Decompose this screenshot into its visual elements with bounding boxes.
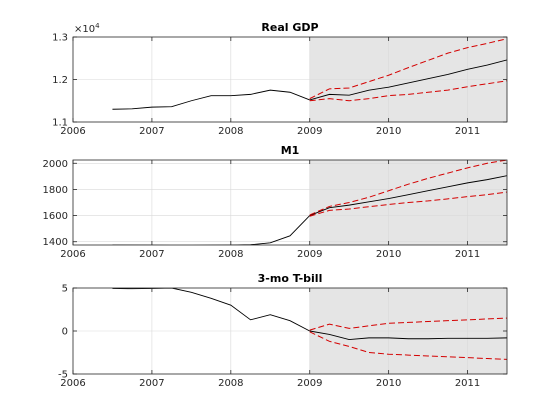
y-tick-label: 1600	[43, 211, 68, 222]
subplot-title: 3-mo T-bill	[258, 272, 323, 285]
x-tick-label: 2009	[297, 126, 322, 137]
x-tick-label: 2006	[60, 249, 85, 260]
x-tick-label: 2009	[297, 378, 322, 389]
series-line-lower	[309, 331, 507, 360]
y-tick-label: 5	[62, 284, 68, 295]
series-line-upper	[309, 38, 507, 100]
series-line-upper	[309, 317, 507, 331]
y-tick-label: 1.1	[52, 118, 68, 129]
y-exponent-label: ×104	[74, 22, 100, 35]
x-tick-label: 2008	[218, 378, 243, 389]
x-tick-label: 2010	[376, 378, 401, 389]
y-tick-label: 2000	[43, 159, 68, 170]
y-tick-label: 1.3	[52, 33, 68, 44]
series-line-observed	[112, 89, 310, 110]
y-tick-label: 0	[62, 327, 68, 338]
x-tick-label: 2006	[60, 126, 85, 137]
x-tick-label: 2010	[376, 249, 401, 260]
series-line-observed	[112, 288, 310, 332]
series-line-forecast	[309, 175, 507, 216]
x-tick-label: 2009	[297, 249, 322, 260]
x-tick-label: 2007	[139, 378, 164, 389]
series-line-upper	[309, 160, 507, 216]
series-line-forecast	[309, 59, 507, 101]
series-line-lower	[309, 191, 507, 217]
subplot-title: Real GDP	[261, 21, 318, 34]
x-tick-label: 2011	[455, 249, 480, 260]
subplot-2: 2006 2007 2008 2009 2010 2011 1400 1600 1800 2000…	[43, 144, 508, 260]
series-line-forecast	[309, 330, 507, 341]
y-tick-label: 1800	[43, 185, 68, 196]
x-tick-label: 2008	[218, 249, 243, 260]
subplot-3: 2006 2007 2008 2009 2010 2011 -5 0 5 3-mo T-bill	[58, 272, 508, 389]
x-tick-label: 2011	[455, 126, 480, 137]
subplot-1: 2006 2007 2008 2009 2010 2011 1.1 1.2 1.3 ×104 Rea…	[52, 21, 508, 137]
y-tick-label: 1.2	[52, 75, 68, 86]
y-tick-label: -5	[58, 370, 68, 381]
axes-frame	[72, 159, 508, 246]
x-tick-label: 2007	[139, 249, 164, 260]
series-line-lower	[309, 80, 507, 102]
x-tick-label: 2011	[455, 378, 480, 389]
y-tick-label: 1400	[43, 237, 68, 248]
x-tick-label: 2007	[139, 126, 164, 137]
subplot-title: M1	[281, 144, 300, 157]
x-tick-label: 2010	[376, 126, 401, 137]
x-tick-label: 2008	[218, 126, 243, 137]
x-tick-label: 2006	[60, 378, 85, 389]
series-line-observed	[112, 215, 311, 245]
